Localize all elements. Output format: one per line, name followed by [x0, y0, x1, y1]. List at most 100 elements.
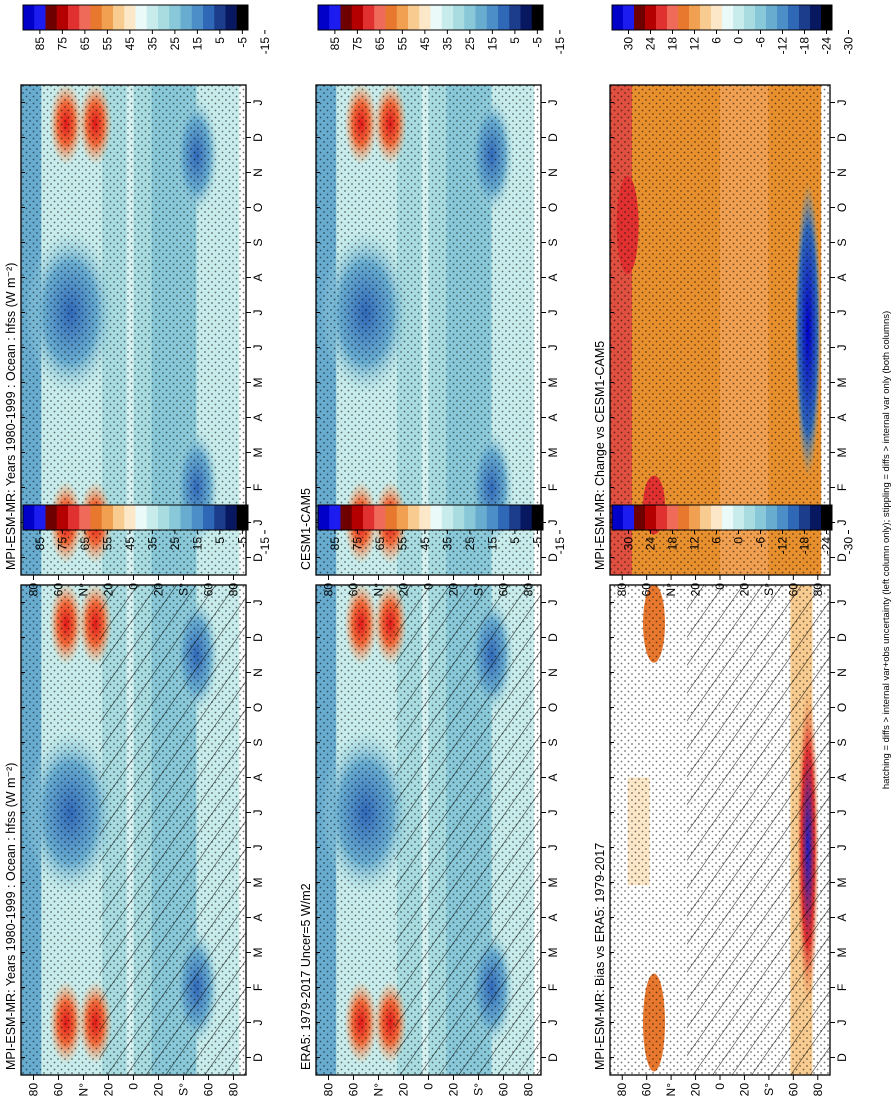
colorbar-label: 30 — [622, 537, 636, 551]
lat-tick-label: 60 — [640, 1083, 654, 1097]
colorbar-swatch — [34, 5, 46, 30]
colorbar-swatch — [79, 5, 91, 30]
month-tick-label: D — [546, 133, 560, 142]
colorbar-label: -24 — [820, 37, 834, 55]
month-tick-label: F — [251, 484, 265, 491]
month-tick-label: O — [835, 203, 849, 212]
colorbar-label: 25 — [463, 37, 477, 51]
month-tick-label: J — [835, 345, 849, 351]
lat-tick-label: S° — [472, 1083, 486, 1096]
month-tick-label: O — [546, 203, 560, 212]
colorbar-label: 24 — [644, 37, 658, 51]
stippling — [21, 85, 246, 575]
lat-tick-label: 0 — [127, 583, 141, 590]
month-tick-label: A — [251, 913, 265, 921]
colorbar-swatch — [441, 505, 454, 530]
colorbar-swatch — [214, 5, 226, 30]
colorbar-swatch — [766, 5, 778, 30]
month-tick-label: D — [251, 553, 265, 562]
month-tick-label: A — [835, 913, 849, 921]
colorbar-label: -6 — [754, 537, 768, 548]
colorbar-swatch — [722, 505, 734, 530]
colorbar-swatch — [733, 505, 745, 530]
month-tick-label: J — [835, 520, 849, 526]
month-tick-label: D — [835, 633, 849, 642]
colorbar-label: 0 — [732, 537, 746, 544]
colorbar-swatch — [45, 505, 58, 530]
month-tick-label: M — [546, 878, 560, 888]
month-tick-label: M — [835, 948, 849, 958]
month-tick-label: M — [251, 948, 265, 958]
colorbar-swatch — [531, 5, 544, 30]
colorbar-swatch — [340, 5, 353, 30]
colorbar-swatch — [385, 505, 398, 530]
lat-tick-label: 60 — [52, 583, 66, 597]
month-tick-label: A — [835, 273, 849, 281]
heatmap-panel: 80 60 N° 20 0 20 S° 60 80 D J F M A M J J A S O N D J MPI-ESM-M… — [4, 584, 265, 1096]
colorbar-swatch — [318, 505, 330, 530]
colorbar-label: 15 — [485, 37, 499, 51]
colorbar-label: 65 — [373, 537, 387, 551]
colorbar-swatch — [113, 5, 125, 30]
colorbar-swatch — [645, 505, 657, 530]
colorbar-label: 12 — [688, 537, 702, 551]
colorbar-swatch — [777, 505, 789, 530]
panel-title: MPI-ESM-MR: Years 1980-1999 : Ocean : hf… — [4, 763, 18, 1070]
lat-tick-label: 60 — [497, 1083, 511, 1097]
colorbar: 30 24 18 12 6 0 -6 -12 -18 -24 -30 — [611, 504, 856, 554]
heatmap-panel: 80 60 N° 20 0 20 S° 60 80 D J F M A M J J A S O N D J MPI-ESM-M… — [593, 584, 849, 1096]
colorbar-swatch — [520, 505, 533, 530]
month-tick-label: O — [251, 203, 265, 212]
colorbar-label: 5 — [508, 37, 522, 44]
colorbar-label: 35 — [440, 37, 454, 51]
colorbar-label: -5 — [530, 37, 544, 48]
month-tick-label: J — [835, 310, 849, 316]
colorbar-swatch — [135, 5, 148, 30]
colorbar-swatch — [453, 5, 465, 30]
colorbar-swatch — [667, 5, 679, 30]
colorbar-label: -15 — [258, 37, 272, 55]
colorbar-swatch — [374, 505, 386, 530]
lat-tick-label: 80 — [811, 583, 825, 597]
month-tick-label: M — [835, 378, 849, 388]
colorbar-swatch — [509, 505, 521, 530]
colorbar: 85 75 65 55 45 35 25 15 5 -5 -15 — [22, 504, 272, 554]
lat-tick-label: 20 — [447, 583, 461, 597]
colorbar-swatch — [766, 505, 778, 530]
colorbar-swatch — [498, 505, 510, 530]
month-tick-label: J — [546, 600, 560, 606]
colorbar-swatch — [821, 505, 833, 530]
colorbar-swatch — [101, 5, 114, 30]
colorbar-swatch — [612, 5, 624, 30]
lat-tick-label: 60 — [497, 583, 511, 597]
month-tick-label: J — [835, 600, 849, 606]
colorbar-swatch — [475, 505, 488, 530]
lat-tick-label: N° — [77, 583, 91, 597]
colorbar-swatch — [101, 505, 114, 530]
month-tick-label: S — [835, 238, 849, 246]
colorbar-swatch — [90, 5, 103, 30]
colorbar-label: 25 — [168, 537, 182, 551]
month-tick-label: M — [546, 448, 560, 458]
lat-tick-label: 20 — [689, 583, 703, 597]
colorbar-label: 45 — [123, 537, 137, 551]
month-tick-label: A — [546, 273, 560, 281]
month-tick-label: O — [835, 703, 849, 712]
colorbar-label: 85 — [33, 37, 47, 51]
lat-tick-label: N° — [664, 583, 678, 597]
month-tick-label: J — [546, 100, 560, 106]
colorbar-swatch — [656, 505, 668, 530]
month-tick-label: D — [835, 553, 849, 562]
colorbar-label: 45 — [123, 37, 137, 51]
colorbar-label: 65 — [373, 37, 387, 51]
colorbar-swatch — [634, 505, 646, 530]
colorbar-swatch — [634, 5, 646, 30]
colorbar-swatch — [464, 505, 476, 530]
colorbar-swatch — [623, 505, 635, 530]
colorbar-swatch — [509, 5, 521, 30]
colorbar-swatch — [329, 505, 341, 530]
colorbar-swatch — [755, 505, 767, 530]
month-tick-label: M — [835, 878, 849, 888]
colorbar-swatch — [744, 505, 756, 530]
lat-tick-label: 20 — [152, 583, 166, 597]
